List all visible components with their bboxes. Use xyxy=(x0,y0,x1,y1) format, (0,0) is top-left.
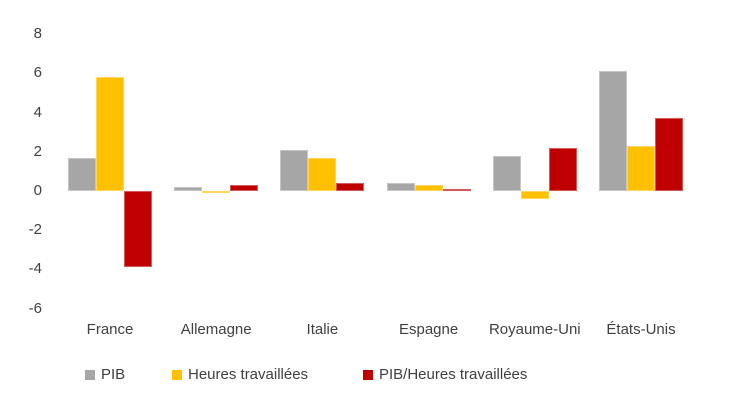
legend-swatch-icon xyxy=(363,369,373,380)
bar-heures-travaillees xyxy=(520,191,549,199)
bar-pib xyxy=(599,71,627,191)
bar-pib xyxy=(68,157,96,191)
bar-pib xyxy=(280,149,309,191)
bar-pib-heures-travaillees xyxy=(336,183,365,191)
y-axis-tick-label: 8 xyxy=(33,25,42,43)
x-axis-category-label: États-Unis xyxy=(606,321,676,338)
bar-heures-travaillees xyxy=(414,185,443,191)
bar-pib xyxy=(492,155,521,191)
legend-item: PIB xyxy=(85,366,125,383)
y-axis-tick-label: -6 xyxy=(28,299,42,317)
legend-item: PIB/Heures travaillées xyxy=(363,366,527,383)
x-axis-category-label: Italie xyxy=(306,321,339,338)
bar-pib xyxy=(174,187,203,191)
legend-label: PIB/Heures travaillées xyxy=(379,366,528,383)
x-axis-category-label: Allemagne xyxy=(180,321,252,338)
bar-heures-travaillees xyxy=(308,157,337,191)
legend-label: PIB xyxy=(101,366,126,383)
y-axis-tick-label: -2 xyxy=(28,221,42,239)
legend-swatch-icon xyxy=(85,369,95,380)
y-axis-tick-label: 4 xyxy=(33,103,42,121)
legend-label: Heures travaillées xyxy=(188,366,309,383)
bar-pib-heures-travaillees xyxy=(124,191,152,268)
y-axis-tick-label: 0 xyxy=(33,182,42,199)
bar-pib-heures-travaillees xyxy=(442,189,471,191)
y-axis-tick-label: 2 xyxy=(33,142,42,160)
x-axis-category-label: Espagne xyxy=(398,321,459,338)
bar-pib xyxy=(386,183,415,191)
legend-item: Heures travaillées xyxy=(172,366,308,383)
x-axis-category-label: France xyxy=(86,321,134,338)
bar-pib-heures-travaillees xyxy=(548,147,577,191)
bar-pib-heures-travaillees xyxy=(655,118,683,191)
legend-swatch-icon xyxy=(172,369,182,380)
x-axis-category-label: Royaume-Uni xyxy=(488,321,581,338)
bar-heures-travaillees xyxy=(202,191,231,193)
bar-pib-heures-travaillees xyxy=(230,185,259,191)
bar-heures-travaillees xyxy=(627,145,655,191)
bar-heures-travaillees xyxy=(96,77,124,191)
y-axis-tick-label: 6 xyxy=(33,64,42,82)
y-axis-tick-label: -4 xyxy=(28,260,42,278)
